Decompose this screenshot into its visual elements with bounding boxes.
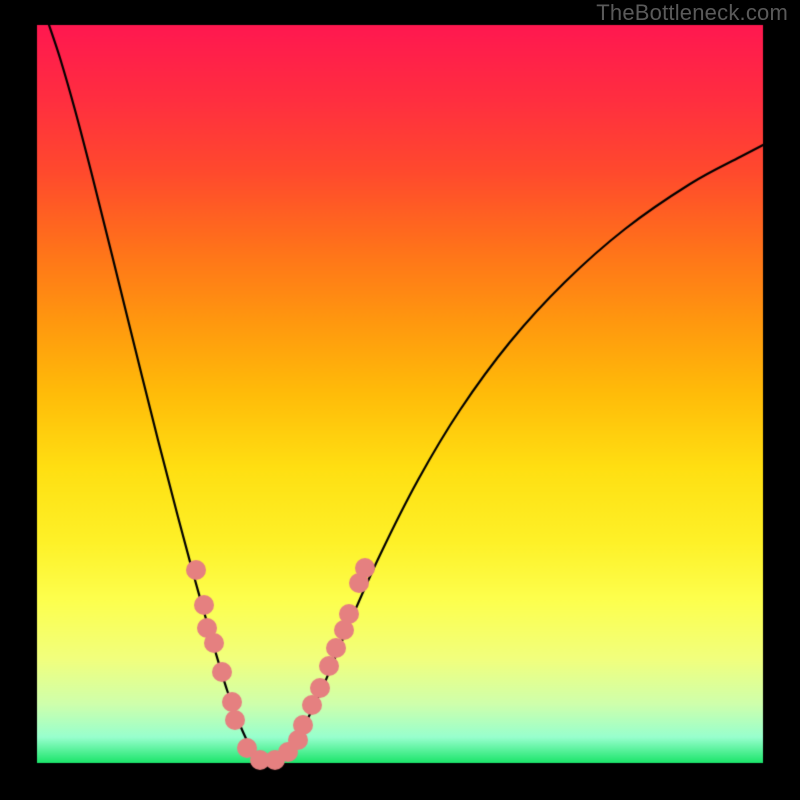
bottleneck-chart: [0, 0, 800, 800]
watermark-text: TheBottleneck.com: [596, 0, 788, 26]
